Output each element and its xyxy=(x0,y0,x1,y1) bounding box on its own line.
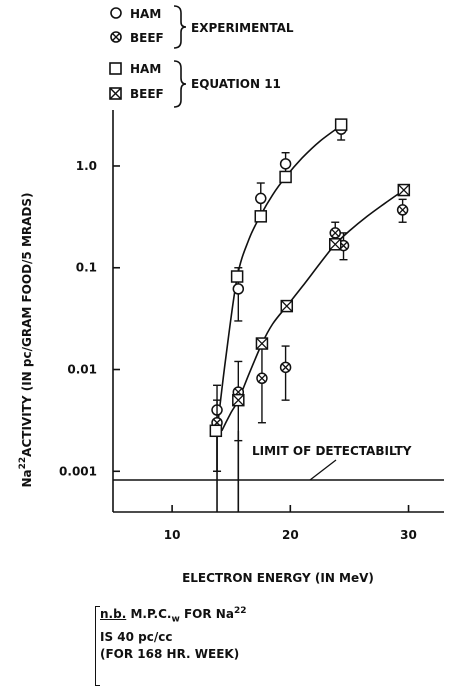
note-na-sup: 22 xyxy=(233,606,247,616)
legend-marker-beef-experimental xyxy=(110,31,122,43)
note-bracket xyxy=(95,606,100,686)
error-bar xyxy=(257,348,266,424)
y-tick-label: 0.01 xyxy=(67,363,97,377)
x-tick-label: 10 xyxy=(164,528,181,542)
fit-curve-beef-fit xyxy=(221,189,405,432)
point-outline xyxy=(232,283,245,295)
point-ham-equation-11 xyxy=(254,210,268,223)
legend-brace-experimental xyxy=(173,5,187,49)
mpc-note: n.b. M.P.C.w FOR Na22 IS 40 pc/cc (FOR 1… xyxy=(95,604,300,686)
point-outline xyxy=(255,192,267,205)
point-cross xyxy=(331,228,340,237)
legend-brace-equation xyxy=(173,60,187,108)
point-outline xyxy=(209,424,223,438)
point-outline xyxy=(279,158,292,170)
note-for-na: FOR Na xyxy=(183,607,234,621)
note-line-1: n.b. M.P.C.w FOR Na22 xyxy=(100,604,300,625)
legend-group-equation: EQUATION 11 xyxy=(191,77,281,91)
detection-limit-annotation: LIMIT OF DETECTABILTY xyxy=(252,444,412,458)
y-tick-label: 0.001 xyxy=(59,464,97,478)
point-ham-equation-11 xyxy=(279,170,292,184)
x-ticks: 10 20 30 xyxy=(164,505,417,542)
point-beef-equation-11 xyxy=(280,299,294,313)
note-mpc-sub: w xyxy=(171,614,180,625)
fit-curves xyxy=(216,124,405,432)
point-ham-experimental xyxy=(232,283,245,295)
point-cross xyxy=(398,205,407,214)
point-ham-equation-11 xyxy=(230,270,244,283)
legend-label-ham-experimental: HAM xyxy=(130,7,161,21)
x-axis-label: ELECTRON ENERGY (IN MeV) xyxy=(182,571,374,585)
point-cross xyxy=(255,337,268,350)
point-outline xyxy=(230,270,244,283)
point-outline xyxy=(254,210,268,223)
point-beef-equation-11 xyxy=(328,238,342,251)
point-cross xyxy=(280,300,293,313)
y-ticks: 1.0 0.1 0.01 0.001 xyxy=(59,159,120,478)
point-cross xyxy=(397,184,410,197)
legend-marker-ham-equation xyxy=(109,62,122,75)
point-beef-experimental xyxy=(329,227,341,239)
y-axis-label: Na22ACTIVITY (IN pc/GRAM FOOD/5 MRADS) xyxy=(18,193,34,488)
legend-label-ham-equation: HAM xyxy=(130,62,161,76)
point-beef-experimental xyxy=(256,372,268,385)
legend-marker-beef-equation xyxy=(109,87,122,100)
point-cross xyxy=(281,363,290,372)
point-cross xyxy=(232,394,245,407)
note-mpc: M.P.C. xyxy=(130,607,172,621)
note-line-2: IS 40 pc/cc xyxy=(100,630,173,644)
fit-curve-ham-fit xyxy=(216,124,342,431)
point-cross xyxy=(329,238,342,251)
legend-group-experimental: EXPERIMENTAL xyxy=(191,21,294,35)
point-cross xyxy=(257,374,266,383)
point-beef-equation-11 xyxy=(397,183,411,197)
point-beef-experimental xyxy=(396,204,409,216)
note-nb: n.b. xyxy=(100,607,127,621)
point-ham-experimental xyxy=(279,158,292,170)
y-tick-label: 1.0 xyxy=(76,159,97,173)
legend-label-beef-equation: BEEF xyxy=(130,87,164,101)
point-beef-equation-11 xyxy=(255,337,269,350)
note-line-3: (FOR 168 HR. WEEK) xyxy=(100,647,240,661)
legend: HAM BEEF EXPERIMENTAL HAM BEEF EQUATION … xyxy=(109,5,294,108)
legend-marker-ham-experimental xyxy=(110,7,122,19)
x-tick-label: 30 xyxy=(400,528,417,542)
data-marks xyxy=(209,118,411,472)
point-ham-equation-11 xyxy=(334,118,348,131)
legend-label-beef-experimental: BEEF xyxy=(130,31,164,45)
y-tick-label: 0.1 xyxy=(76,261,97,275)
x-tick-label: 20 xyxy=(282,528,299,542)
point-beef-equation-11 xyxy=(232,393,245,407)
point-outline xyxy=(279,170,292,184)
point-ham-experimental xyxy=(255,192,267,205)
point-ham-equation-11 xyxy=(209,424,223,438)
detection-limit-pointer xyxy=(309,459,337,481)
point-beef-experimental xyxy=(279,361,292,374)
point-outline xyxy=(334,118,348,131)
